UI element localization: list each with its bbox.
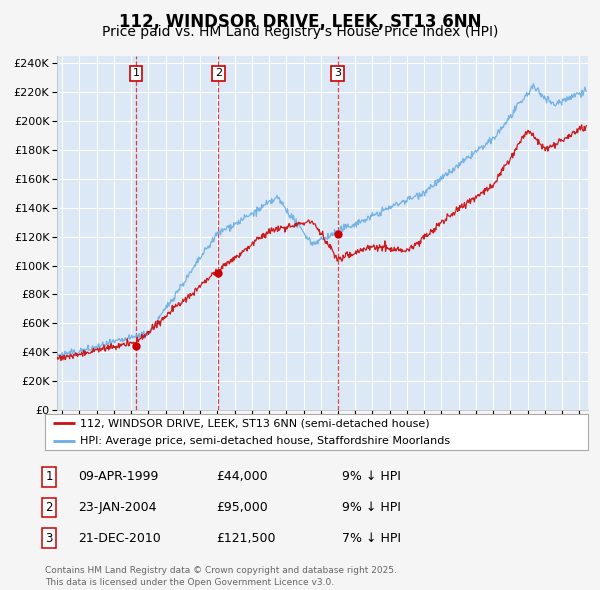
Text: £44,000: £44,000 xyxy=(216,470,268,483)
Text: £95,000: £95,000 xyxy=(216,501,268,514)
Text: 1: 1 xyxy=(46,470,53,483)
Text: 112, WINDSOR DRIVE, LEEK, ST13 6NN: 112, WINDSOR DRIVE, LEEK, ST13 6NN xyxy=(119,13,481,31)
Text: 2: 2 xyxy=(215,68,222,78)
Text: 9% ↓ HPI: 9% ↓ HPI xyxy=(342,470,401,483)
Text: 9% ↓ HPI: 9% ↓ HPI xyxy=(342,501,401,514)
Text: HPI: Average price, semi-detached house, Staffordshire Moorlands: HPI: Average price, semi-detached house,… xyxy=(80,436,451,445)
Text: 112, WINDSOR DRIVE, LEEK, ST13 6NN (semi-detached house): 112, WINDSOR DRIVE, LEEK, ST13 6NN (semi… xyxy=(80,418,430,428)
Text: 23-JAN-2004: 23-JAN-2004 xyxy=(78,501,157,514)
Text: £121,500: £121,500 xyxy=(216,532,275,545)
Text: 21-DEC-2010: 21-DEC-2010 xyxy=(78,532,161,545)
Text: 09-APR-1999: 09-APR-1999 xyxy=(78,470,158,483)
Text: Contains HM Land Registry data © Crown copyright and database right 2025.
This d: Contains HM Land Registry data © Crown c… xyxy=(45,566,397,587)
Text: 1: 1 xyxy=(133,68,139,78)
Text: 3: 3 xyxy=(334,68,341,78)
Text: Price paid vs. HM Land Registry's House Price Index (HPI): Price paid vs. HM Land Registry's House … xyxy=(102,25,498,40)
Text: 7% ↓ HPI: 7% ↓ HPI xyxy=(342,532,401,545)
Text: 3: 3 xyxy=(46,532,53,545)
Text: 2: 2 xyxy=(46,501,53,514)
